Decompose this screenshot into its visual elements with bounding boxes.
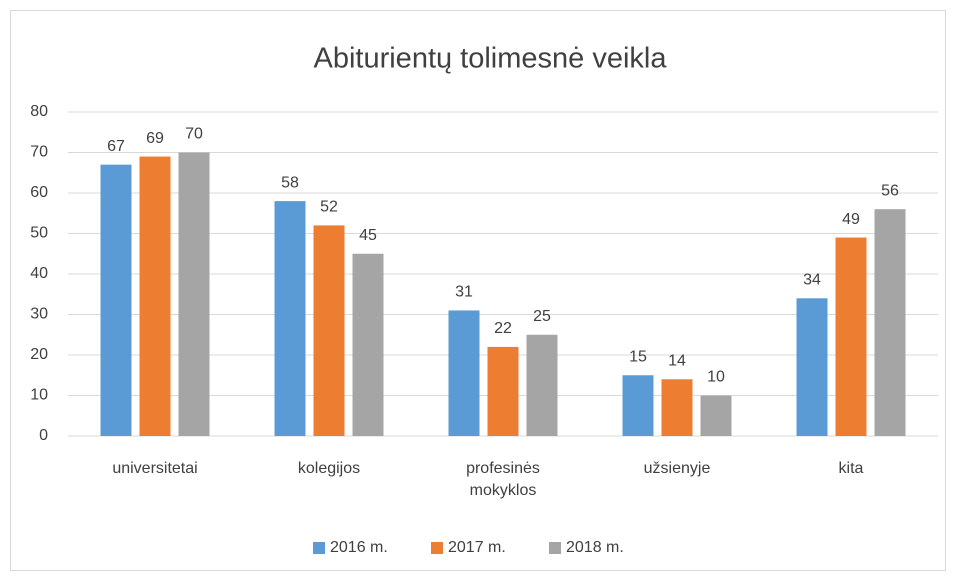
data-label: 58	[281, 174, 299, 191]
legend-swatch	[313, 542, 325, 554]
bar	[352, 253, 384, 436]
legend-label: 2018 m.	[566, 539, 624, 556]
data-label: 14	[668, 353, 686, 370]
legend-label: 2016 m.	[330, 539, 388, 556]
legend-label: 2017 m.	[448, 539, 506, 556]
data-label: 31	[455, 284, 473, 301]
data-label: 49	[842, 211, 860, 228]
bar	[178, 152, 210, 436]
y-tick-label: 80	[30, 103, 48, 120]
data-label: 34	[803, 272, 821, 289]
bar	[526, 334, 558, 436]
data-label: 15	[629, 348, 647, 365]
data-label: 67	[107, 138, 125, 155]
bar	[700, 395, 732, 436]
bar	[835, 237, 867, 436]
y-tick-label: 10	[30, 387, 48, 404]
bar	[796, 298, 828, 436]
x-tick-label: užsienyje	[643, 460, 711, 477]
bar	[487, 346, 519, 436]
y-tick-label: 40	[30, 265, 48, 282]
y-tick-label: 20	[30, 346, 48, 363]
bar	[448, 310, 480, 436]
y-tick-label: 60	[30, 184, 48, 201]
x-tick-label: profesinės mokyklos	[466, 460, 540, 499]
x-tick-label: kita	[838, 460, 864, 477]
data-label: 69	[146, 130, 164, 147]
y-tick-label: 30	[30, 306, 48, 323]
data-label: 45	[359, 227, 377, 244]
data-label: 10	[707, 369, 725, 386]
bar	[622, 375, 654, 436]
y-tick-label: 0	[39, 427, 48, 444]
legend-swatch	[431, 542, 443, 554]
y-tick-label: 50	[30, 225, 48, 242]
data-label: 70	[185, 126, 203, 143]
y-tick-label: 70	[30, 144, 48, 161]
bar	[139, 156, 171, 437]
bar	[661, 379, 693, 436]
x-tick-label: kolegijos	[297, 460, 361, 477]
data-label: 22	[494, 320, 512, 337]
chart-title: Abiturientų tolimesnė veikla	[313, 43, 667, 75]
bar	[100, 164, 132, 436]
legend-swatch	[549, 542, 561, 554]
bar	[874, 209, 906, 436]
bar	[313, 225, 345, 436]
bar	[274, 201, 306, 436]
data-label: 52	[320, 199, 338, 216]
data-label: 56	[881, 182, 899, 199]
data-label: 25	[533, 308, 551, 325]
x-tick-label: universitetai	[112, 460, 198, 477]
